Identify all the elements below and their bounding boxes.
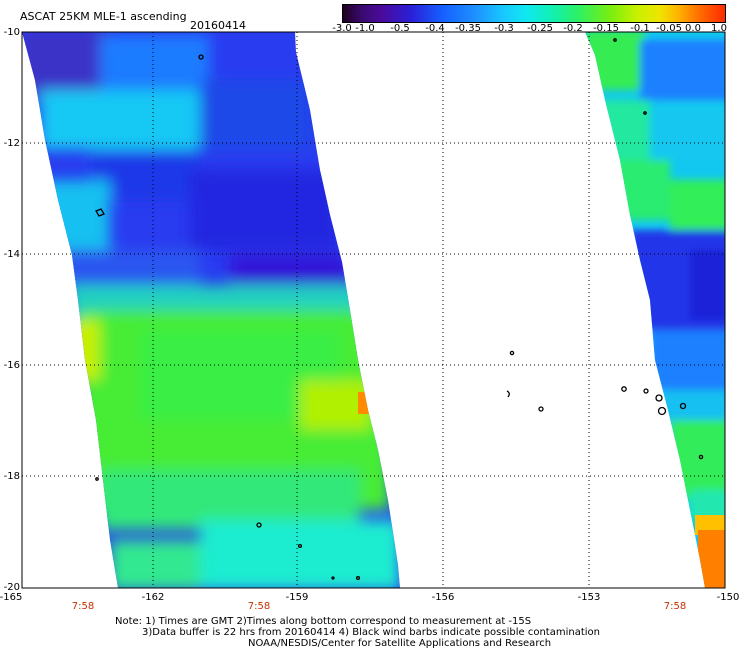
right-swath xyxy=(585,32,725,588)
colorbar-gradient xyxy=(343,5,725,22)
lon-label: -159 xyxy=(285,592,309,603)
island-outlines xyxy=(95,38,704,581)
colorbar-label: -0.2 xyxy=(563,23,583,34)
product-title: ASCAT 25KM MLE-1 ascending xyxy=(20,10,187,23)
colorbar-label: -0.25 xyxy=(527,23,553,34)
lon-label: -150 xyxy=(716,592,740,603)
time-label: 7:58 xyxy=(247,601,271,612)
lat-label: -16 xyxy=(3,360,20,371)
colorbar-label: -0.05 xyxy=(656,23,682,34)
colorbar-label: -1.0 xyxy=(355,23,375,34)
lat-label: -14 xyxy=(3,249,20,260)
date-label: 20160414 xyxy=(190,19,246,32)
lat-label: -12 xyxy=(3,138,20,149)
plot-frame xyxy=(21,31,726,589)
colorbar-label: 0.0 xyxy=(685,23,701,34)
footer-note-1: Note: 1) Times are GMT 2)Times along bot… xyxy=(115,616,532,627)
lon-label: -156 xyxy=(431,592,455,603)
colorbar-label: 1.0 xyxy=(711,23,727,34)
lat-label: -20 xyxy=(3,582,20,593)
colorbar-label: -0.3 xyxy=(494,23,514,34)
colorbar-label: -0.35 xyxy=(455,23,481,34)
lon-label: -162 xyxy=(141,592,165,603)
time-label: 7:58 xyxy=(71,601,95,612)
colorbar-label: -0.15 xyxy=(593,23,619,34)
lat-label: -10 xyxy=(3,27,20,38)
footer-note-2: 3)Data buffer is 22 hrs from 20160414 4)… xyxy=(142,627,600,638)
time-label: 7:58 xyxy=(663,601,687,612)
colorbar-label: -3.0 xyxy=(332,23,352,34)
colorbar-label: -0.1 xyxy=(630,23,650,34)
lon-label: -153 xyxy=(577,592,601,603)
lon-label: -165 xyxy=(0,592,23,603)
lat-label: -18 xyxy=(3,471,20,482)
colorbar-label: -0.4 xyxy=(425,23,445,34)
colorbar xyxy=(342,4,726,23)
left-swath xyxy=(22,32,400,588)
footer-credit: NOAA/NESDIS/Center for Satellite Applica… xyxy=(248,638,552,649)
graticule xyxy=(22,32,725,588)
colorbar-label: -0.5 xyxy=(390,23,410,34)
